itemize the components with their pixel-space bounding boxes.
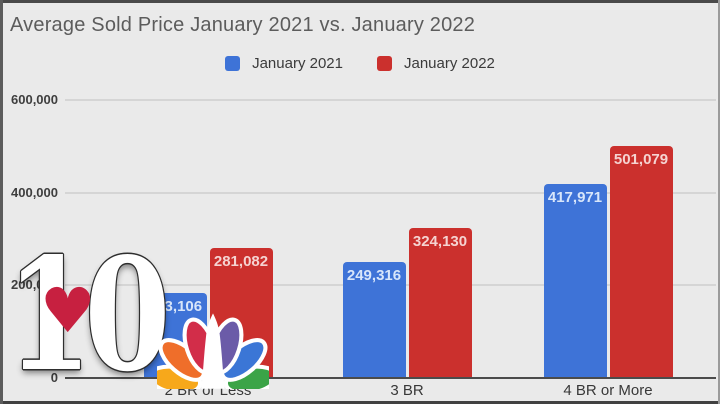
y-axis-tick-label: 400,000 — [11, 184, 58, 200]
heart-icon: ♥ — [40, 274, 96, 347]
legend-label: January 2022 — [404, 55, 495, 72]
x-axis-line — [65, 377, 716, 379]
bar-value-label: 417,971 — [547, 189, 603, 207]
gridline — [65, 191, 716, 194]
bar-value-label: 281,082 — [213, 252, 269, 270]
x-axis-label: 3 BR — [390, 382, 424, 399]
x-axis-label: 4 BR or More — [563, 382, 653, 399]
legend-item-january-2021: January 2021 — [225, 55, 343, 72]
frame-edge-top — [0, 0, 720, 3]
y-axis-tick-label: 200,000 — [11, 277, 58, 293]
chart-legend: January 2021 January 2022 — [0, 55, 720, 72]
bar-value-label: 249,316 — [346, 267, 402, 285]
y-axis-tick-label: 600,000 — [11, 91, 58, 107]
y-axis-tick-label: 0 — [50, 370, 58, 385]
bar-january-2022-4-br-or-more: 501,079 — [609, 145, 673, 378]
bar-value-label: 183,106 — [147, 298, 203, 316]
bar-value-label: 501,079 — [613, 150, 669, 168]
nbc-peacock-icon — [157, 313, 269, 389]
frame-edge-bottom — [0, 401, 720, 404]
bar-january-2021-4-br-or-more: 417,971 — [543, 184, 607, 378]
legend-swatch-icon — [377, 56, 392, 71]
legend-label: January 2021 — [252, 55, 343, 72]
peacock-body — [201, 313, 225, 389]
station-10-logo: 10 — [6, 223, 171, 404]
bar-value-label: 324,130 — [412, 232, 468, 250]
bar-january-2021-3-br: 249,316 — [342, 262, 406, 378]
frame-edge-left — [0, 0, 3, 404]
legend-swatch-icon — [225, 56, 241, 71]
frame-edge-right — [718, 0, 720, 404]
legend-item-january-2022: January 2022 — [377, 55, 495, 72]
chart-title: Average Sold Price January 2021 vs. Janu… — [10, 14, 476, 36]
gridline — [65, 98, 716, 101]
bar-january-2022-3-br: 324,130 — [408, 227, 472, 378]
